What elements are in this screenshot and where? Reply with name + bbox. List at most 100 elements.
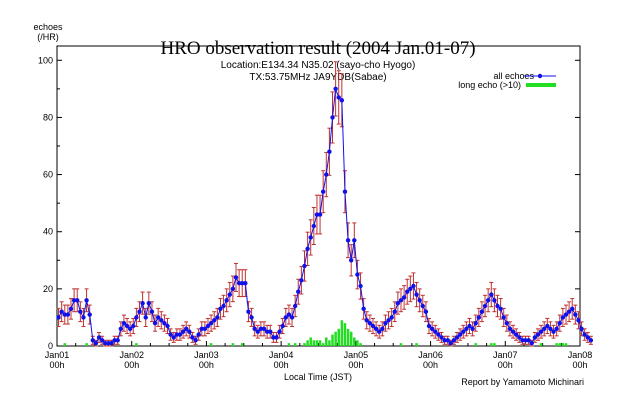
x-tick-label-day: Jan03	[194, 350, 219, 360]
data-point	[451, 338, 457, 343]
data-point	[523, 338, 528, 343]
data-point	[573, 312, 578, 317]
data-point	[529, 340, 534, 346]
data-point	[314, 212, 320, 217]
data-point	[482, 303, 488, 309]
long-echo-bar	[564, 343, 568, 346]
x-tick-label-day: Jan02	[119, 350, 144, 360]
data-point	[131, 323, 136, 329]
data-point	[570, 306, 575, 312]
data-point	[408, 286, 413, 292]
data-point	[187, 329, 192, 334]
data-point	[563, 312, 569, 317]
y-axis-label-line1: echoes	[33, 22, 63, 32]
data-point	[255, 329, 260, 334]
long-echo-bar	[240, 343, 244, 346]
x-tick-label-hour: 00h	[49, 360, 64, 370]
long-echo-bar	[85, 343, 88, 346]
y-tick-label: 60	[43, 170, 53, 180]
all-echoes-line	[58, 88, 592, 344]
data-point	[252, 326, 257, 332]
long-echo-bar	[303, 343, 306, 346]
long-echo-bar	[555, 343, 558, 346]
data-point	[538, 329, 544, 334]
x-tick-label-hour: 00h	[199, 360, 214, 370]
data-point	[501, 315, 506, 320]
data-point	[439, 335, 444, 340]
data-point	[56, 315, 61, 320]
data-point	[361, 306, 366, 312]
long-echo-bar	[415, 343, 418, 346]
data-point	[339, 98, 345, 103]
data-point	[137, 309, 142, 314]
data-point	[109, 340, 114, 346]
data-point	[258, 326, 264, 332]
long-echo-bar	[135, 343, 138, 346]
data-point	[146, 300, 152, 306]
data-point	[221, 303, 226, 309]
data-point	[526, 338, 531, 343]
data-point	[355, 272, 360, 277]
y-tick-label: 40	[43, 227, 53, 237]
data-point	[535, 332, 541, 337]
data-point	[398, 298, 404, 303]
data-point	[426, 323, 432, 329]
long-echo-bar	[328, 340, 331, 346]
x-tick-label-day: Jan08	[568, 350, 593, 360]
data-point	[495, 303, 500, 309]
y-tick-label: 0	[48, 341, 53, 351]
x-tick-label-day: Jan01	[45, 350, 70, 360]
data-point	[517, 335, 522, 340]
data-point	[124, 323, 130, 329]
data-point	[71, 298, 77, 303]
x-tick-label-hour: 00h	[348, 360, 363, 370]
data-point	[551, 329, 556, 334]
data-point	[90, 338, 96, 343]
data-point	[96, 335, 102, 340]
y-tick-label: 100	[38, 55, 53, 65]
data-point	[324, 172, 329, 177]
data-point	[134, 315, 139, 320]
data-point	[202, 326, 208, 332]
long-echo-bar	[312, 340, 316, 346]
data-point	[308, 235, 313, 240]
data-point	[423, 309, 429, 314]
long-echo-bar	[353, 337, 356, 346]
long-echo-bar	[306, 340, 309, 346]
data-point	[336, 95, 341, 100]
y-axis-label-line2: (/HR)	[37, 32, 59, 42]
data-point	[177, 332, 183, 337]
data-point	[165, 323, 170, 329]
data-point	[429, 326, 435, 332]
data-point	[196, 332, 201, 337]
data-point	[420, 303, 425, 309]
data-point	[470, 326, 475, 332]
chart-subtitle-transmitter: TX:53.75MHz JA9YDB(Sabae)	[249, 72, 386, 83]
long-echo-bar	[63, 343, 67, 346]
data-point	[264, 329, 270, 334]
x-axis-label: Local Time (JST)	[284, 372, 352, 382]
data-point	[541, 326, 547, 332]
y-tick-label: 20	[43, 284, 53, 294]
data-point	[554, 326, 559, 332]
data-point	[327, 149, 332, 154]
data-point	[59, 309, 64, 314]
axes: 020406080100Jan0100hJan0200hJan0300hJan0…	[38, 45, 593, 370]
data-point	[373, 326, 379, 332]
x-tick-label-day: Jan07	[493, 350, 518, 360]
data-point	[364, 318, 369, 323]
data-point	[454, 335, 460, 340]
data-point	[224, 298, 229, 303]
long-echo-bar	[349, 331, 353, 346]
y-tick-label: 80	[43, 112, 53, 122]
long-echo-bar	[561, 343, 565, 346]
data-point	[370, 323, 376, 329]
data-point	[99, 338, 105, 343]
data-point	[545, 323, 550, 329]
chart-title: HRO observation result (2004 Jan.01-07)	[160, 38, 475, 59]
data-point	[296, 289, 301, 294]
data-point	[520, 338, 525, 343]
x-tick-label-hour: 00h	[498, 360, 513, 370]
data-point	[448, 340, 454, 346]
data-point	[405, 289, 410, 294]
